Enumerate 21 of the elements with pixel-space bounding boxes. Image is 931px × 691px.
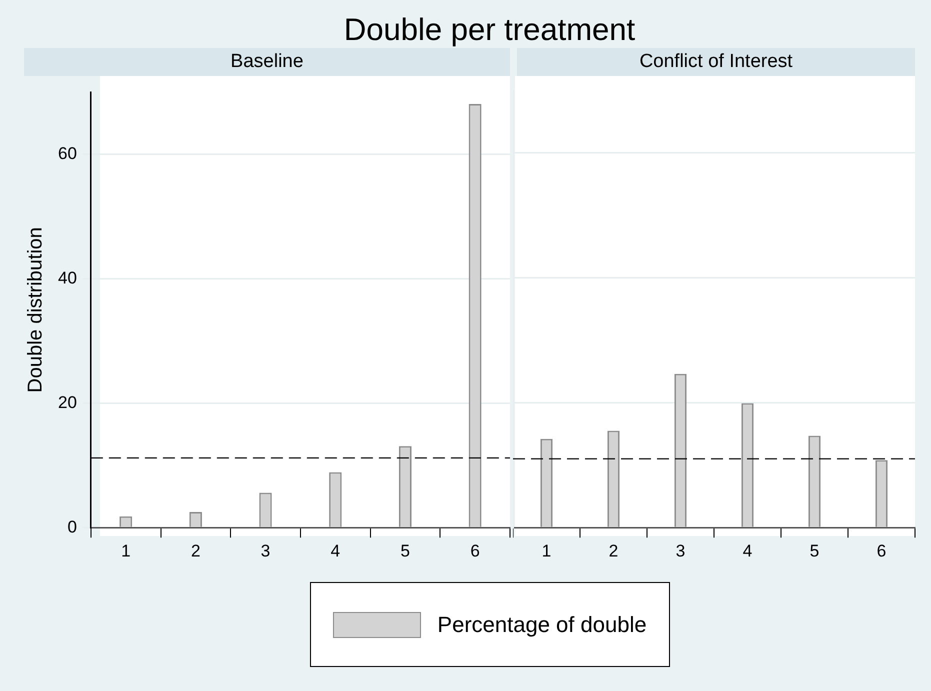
y-tick-label: 0 [67, 517, 77, 536]
x-tick-label: 6 [470, 541, 480, 560]
x-tick-label: 5 [400, 541, 410, 560]
x-tick-label: 6 [876, 541, 886, 560]
x-tick-label: 3 [260, 541, 270, 560]
y-tick-label: 20 [58, 392, 77, 412]
x-tick-label: 1 [542, 541, 552, 560]
x-tick-label: 2 [608, 541, 618, 560]
chart-subtitle: Baseline [24, 48, 510, 76]
x-tick-label: 4 [742, 541, 752, 560]
y-axis-title: Double distribution [24, 227, 47, 393]
legend-label: Percentage of double [437, 612, 647, 638]
chart-subtitle: Conflict of Interest [517, 48, 915, 76]
x-tick-label: 5 [810, 541, 820, 560]
y-tick-label: 60 [58, 144, 77, 164]
chart-title: Double per treatment [342, 12, 636, 48]
x-tick-label: 1 [121, 541, 131, 560]
x-tick-label: 4 [330, 541, 340, 560]
y-tick-label: 40 [58, 268, 77, 288]
x-tick-label: 2 [190, 541, 200, 560]
x-tick-label: 3 [676, 541, 686, 560]
